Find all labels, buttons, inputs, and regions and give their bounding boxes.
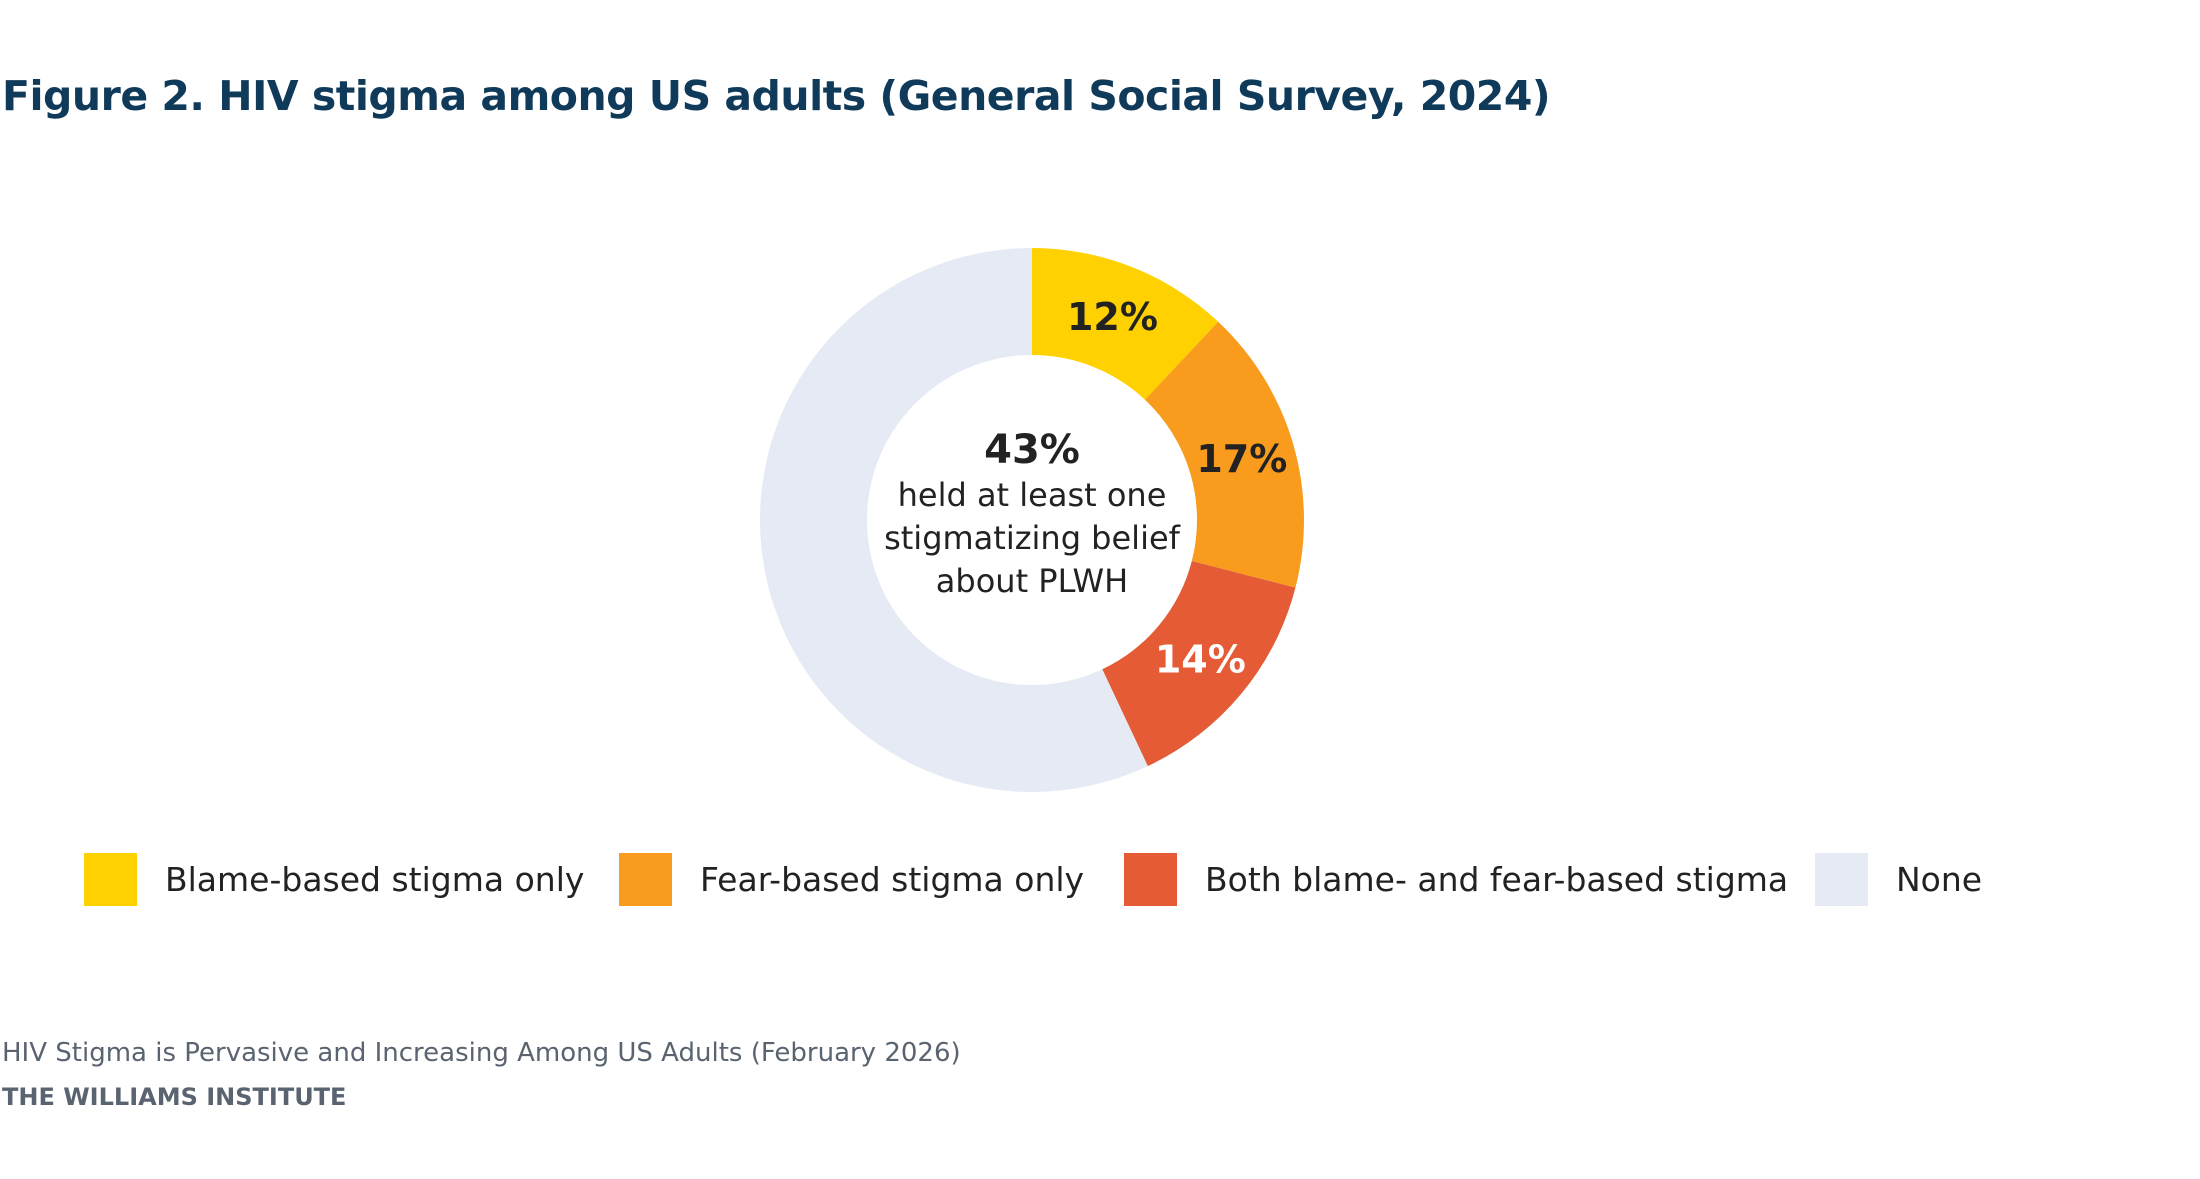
- legend-item-none: None: [1815, 852, 1982, 906]
- legend-swatch: [1124, 852, 1177, 906]
- donut-slice-2: [1102, 561, 1296, 767]
- center-line-3: about PLWH: [936, 562, 1128, 600]
- slice-label-1: 17%: [1196, 437, 1287, 481]
- legend-swatch: [1815, 852, 1868, 906]
- legend-label: Blame-based stigma only: [165, 859, 585, 899]
- footer-organization: THE WILLIAMS INSTITUTE: [2, 1083, 347, 1111]
- legend-label: Fear-based stigma only: [700, 859, 1085, 899]
- legend-swatch: [84, 852, 137, 906]
- donut-slice-0: [1032, 248, 1219, 400]
- legend-item-both: Both blame- and fear-based stigma: [1124, 852, 1788, 906]
- center-line-2: stigmatizing belief: [884, 519, 1181, 557]
- footer-report-title: HIV Stigma is Pervasive and Increasing A…: [2, 1038, 961, 1068]
- legend: Blame-based stigma only Fear-based stigm…: [0, 852, 2200, 908]
- legend-label: None: [1896, 859, 1983, 899]
- slice-label-0: 12%: [1067, 295, 1158, 339]
- center-value: 43%: [984, 427, 1080, 473]
- legend-item-fear: Fear-based stigma only: [619, 852, 1084, 906]
- donut-slice-1: [1144, 321, 1305, 588]
- legend-swatch: [619, 852, 672, 906]
- legend-item-blame: Blame-based stigma only: [84, 852, 584, 906]
- slice-label-2: 14%: [1155, 637, 1246, 681]
- chart-title: Figure 2. HIV stigma among US adults (Ge…: [2, 72, 1551, 120]
- center-line-1: held at least one: [898, 476, 1167, 514]
- legend-label: Both blame- and fear-based stigma: [1205, 859, 1789, 899]
- donut-slice-3: [760, 247, 1148, 792]
